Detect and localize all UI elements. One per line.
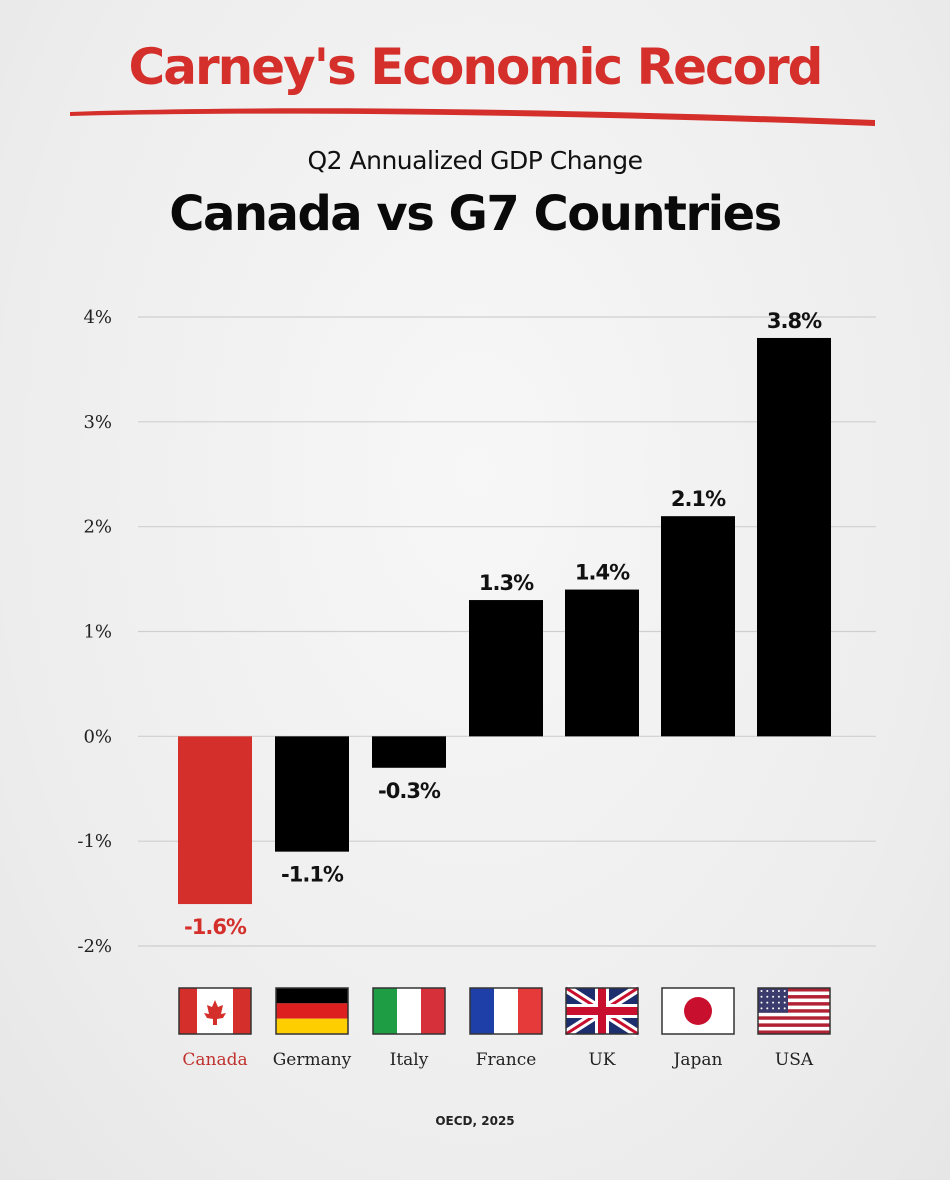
category-label: UK <box>588 1050 616 1070</box>
data-label: 3.8% <box>767 309 822 333</box>
category-label: Germany <box>272 1050 352 1070</box>
bar-uk <box>565 589 639 737</box>
y-tick-label: -2% <box>77 936 112 957</box>
bar-france <box>469 600 543 737</box>
y-tick-label: -1% <box>77 831 112 852</box>
germany-flag-icon <box>275 987 349 1035</box>
bar-germany <box>275 736 349 852</box>
category-label: Japan <box>673 1050 723 1070</box>
bar-italy <box>372 736 446 768</box>
y-tick-label: 3% <box>83 412 112 433</box>
data-label: -0.3% <box>378 779 441 803</box>
bar-japan <box>661 516 735 737</box>
usa-flag-icon <box>757 987 831 1035</box>
y-tick-label: 1% <box>83 622 112 643</box>
data-label: 1.4% <box>575 561 630 585</box>
y-tick-label: 4% <box>83 307 112 328</box>
y-tick-label: 0% <box>83 726 112 747</box>
data-label: -1.1% <box>281 863 344 887</box>
source-note: OECD, 2025 <box>435 1114 515 1128</box>
bar-usa <box>757 337 831 737</box>
bar-canada <box>178 736 252 905</box>
canada-flag-icon <box>178 987 252 1035</box>
data-label: 2.1% <box>671 487 726 511</box>
category-label: Canada <box>182 1050 248 1070</box>
chart-subtitle: Q2 Annualized GDP Change <box>307 146 643 175</box>
data-label: 1.3% <box>479 571 534 595</box>
headline-underline <box>70 108 875 126</box>
category-label: France <box>475 1050 537 1070</box>
italy-flag-icon <box>372 987 446 1035</box>
japan-flag-icon <box>661 987 735 1035</box>
y-tick-label: 2% <box>83 517 112 538</box>
france-flag-icon <box>469 987 543 1035</box>
category-label: USA <box>774 1050 814 1070</box>
category-label: Italy <box>389 1050 429 1070</box>
data-label: -1.6% <box>184 915 247 939</box>
uk-flag-icon <box>563 984 641 1038</box>
chart-title: Canada vs G7 Countries <box>169 186 782 242</box>
headline: Carney's Economic Record <box>128 38 824 96</box>
